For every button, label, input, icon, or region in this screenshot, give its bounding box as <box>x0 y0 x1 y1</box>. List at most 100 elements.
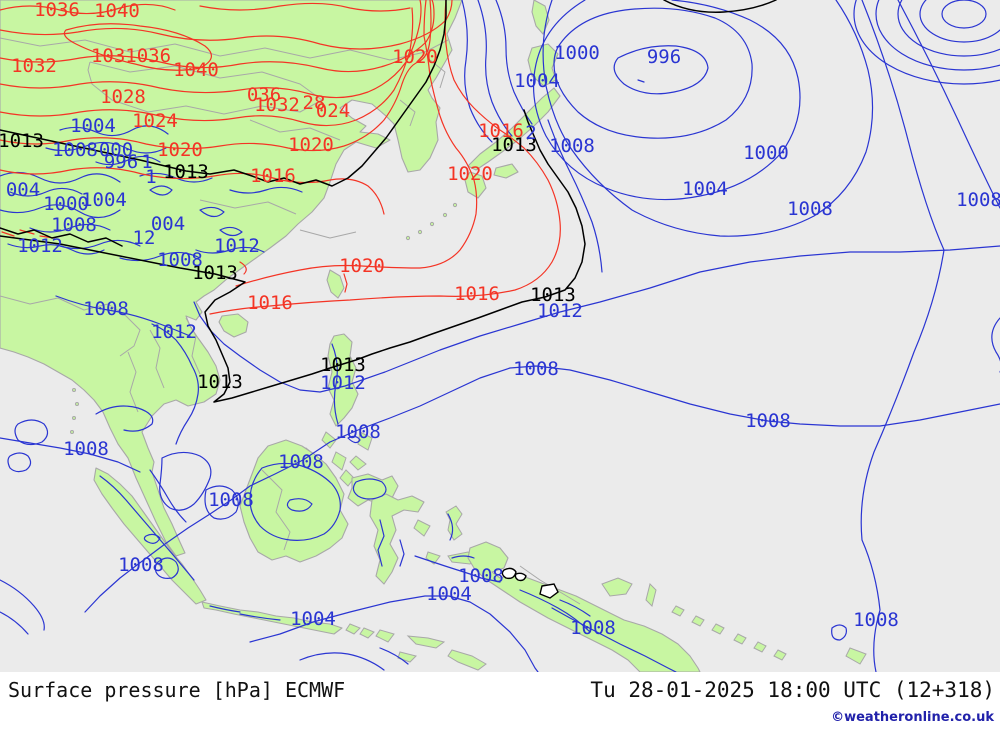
isobar-label: 1008 <box>513 358 559 380</box>
status-bar: Surface pressure [hPa] ECMWF Tu 28-01-20… <box>0 672 1000 733</box>
isobar-label: 004 <box>151 213 185 235</box>
isobar-label: 1012 <box>320 372 366 394</box>
land-taiwan <box>326 269 345 299</box>
land-leyte <box>349 455 367 471</box>
isobar-label: 1016 <box>454 283 500 305</box>
land-solomon-4 <box>733 633 747 645</box>
isobar-label: 1008 <box>570 617 616 639</box>
isobar-label: 1013 <box>530 284 576 306</box>
ryukyu-island <box>442 212 448 218</box>
isobar-label: 1000 <box>554 42 600 64</box>
isobar-label: 1032 <box>254 94 300 116</box>
land-java <box>201 601 343 635</box>
land-buru <box>425 551 441 565</box>
isobar-label: 1012 <box>17 235 63 257</box>
map-title: Surface pressure [hPa] ECMWF <box>8 678 346 702</box>
isobar-label: 996 <box>104 151 138 173</box>
land-flores <box>406 635 446 649</box>
ryukyu-island <box>429 221 435 227</box>
isobar-label: 1008 <box>157 249 203 271</box>
isobar-label: 1016 <box>247 292 293 314</box>
isobar-label: 1028 <box>100 86 146 108</box>
land-mindoro <box>321 431 337 449</box>
land-negros <box>339 469 355 487</box>
isobar-label: 1020 <box>447 163 493 185</box>
isobars-below-1013 <box>0 0 1000 672</box>
isobar-label: 1004 <box>514 70 560 92</box>
land-new-guinea <box>467 541 701 672</box>
land-sulawesi-arm <box>413 519 431 537</box>
country-borders <box>0 37 581 605</box>
isobar-label: 1008 <box>118 554 164 576</box>
land-sulawesi <box>369 493 425 585</box>
isobar-label: 996 <box>647 46 681 68</box>
footer-row: Surface pressure [hPa] ECMWF Tu 28-01-20… <box>0 678 1000 702</box>
isobar-label: 1008 <box>208 489 254 511</box>
land-sakhalin <box>531 0 550 35</box>
isobar-label: 1008 <box>745 410 791 432</box>
isobar-label: 1012 <box>151 321 197 343</box>
isobar-label: 1 <box>141 151 152 173</box>
land-solomon-1 <box>671 605 685 617</box>
isobar-label: 1008 <box>335 421 381 443</box>
andaman-island <box>72 388 76 392</box>
isobar-label: 1036 <box>34 0 80 21</box>
isobar-label: 1024 <box>132 110 178 132</box>
land-timor <box>447 649 487 671</box>
isobar-label: 1008 <box>549 135 595 157</box>
isobar-label: 28 <box>303 92 326 114</box>
andaman-island <box>75 402 79 406</box>
isobar-label: 1013 <box>192 262 238 284</box>
land-shikoku <box>493 163 519 179</box>
isobar-label: 1008 <box>278 451 324 473</box>
isobar-label: 1 <box>145 166 156 188</box>
isobar-label: 1040 <box>173 59 219 81</box>
isobar-label: 1000 <box>43 193 89 215</box>
isobar-label: 1008 <box>63 438 109 460</box>
isobar-label: 036 <box>247 84 281 106</box>
isobar-label: 2 <box>525 122 536 144</box>
isobar-label: 1008 <box>51 214 97 236</box>
isobar-label: 1012 <box>537 300 583 322</box>
isobar-label: 1032 <box>11 55 57 77</box>
ryukyu-island <box>452 202 458 208</box>
isobar-label: 12 <box>133 227 156 249</box>
land-new-ireland <box>645 583 657 607</box>
isobar-label: 1004 <box>290 608 336 630</box>
isobar-label: 1004 <box>426 583 472 605</box>
isobar-label: 004 <box>6 179 40 201</box>
isobars-1013 <box>0 0 777 599</box>
land-solomon-5 <box>753 641 767 653</box>
isobar-label: 1008 <box>458 565 504 587</box>
land-new-britain <box>601 577 633 597</box>
land-panay <box>331 451 347 471</box>
land-solomon-7 <box>845 647 867 665</box>
isobar-label: 024 <box>316 100 350 122</box>
isobar-label: 1008 <box>853 609 899 631</box>
isobar-label: 1016 <box>250 165 296 187</box>
isobar-label: 1004 <box>682 178 728 200</box>
isobar-label: 1008 <box>956 189 1000 211</box>
isobar-label: 1013 <box>163 161 209 183</box>
land-bali <box>345 623 361 635</box>
isobar-label: 1013 <box>0 130 44 152</box>
land-hainan <box>218 313 249 338</box>
land-solomon-2 <box>691 615 705 627</box>
ryukyu-island <box>417 229 423 235</box>
isobar-label: 1008 <box>787 198 833 220</box>
isobar-label: 1020 <box>339 255 385 277</box>
andaman-island <box>70 430 74 434</box>
land-solomon-3 <box>711 623 725 635</box>
land-sumbawa <box>375 629 395 643</box>
land-samar <box>357 431 373 451</box>
isobar-label: 1013 <box>197 371 243 393</box>
isobar-label: 1012 <box>214 235 260 257</box>
copyright-link[interactable]: ©weatheronline.co.uk <box>831 710 994 725</box>
isobar-label: 1040 <box>94 0 140 22</box>
land-lombok <box>359 627 375 639</box>
isobar-label: 1000 <box>743 142 789 164</box>
isobar-label: 1020 <box>157 139 203 161</box>
